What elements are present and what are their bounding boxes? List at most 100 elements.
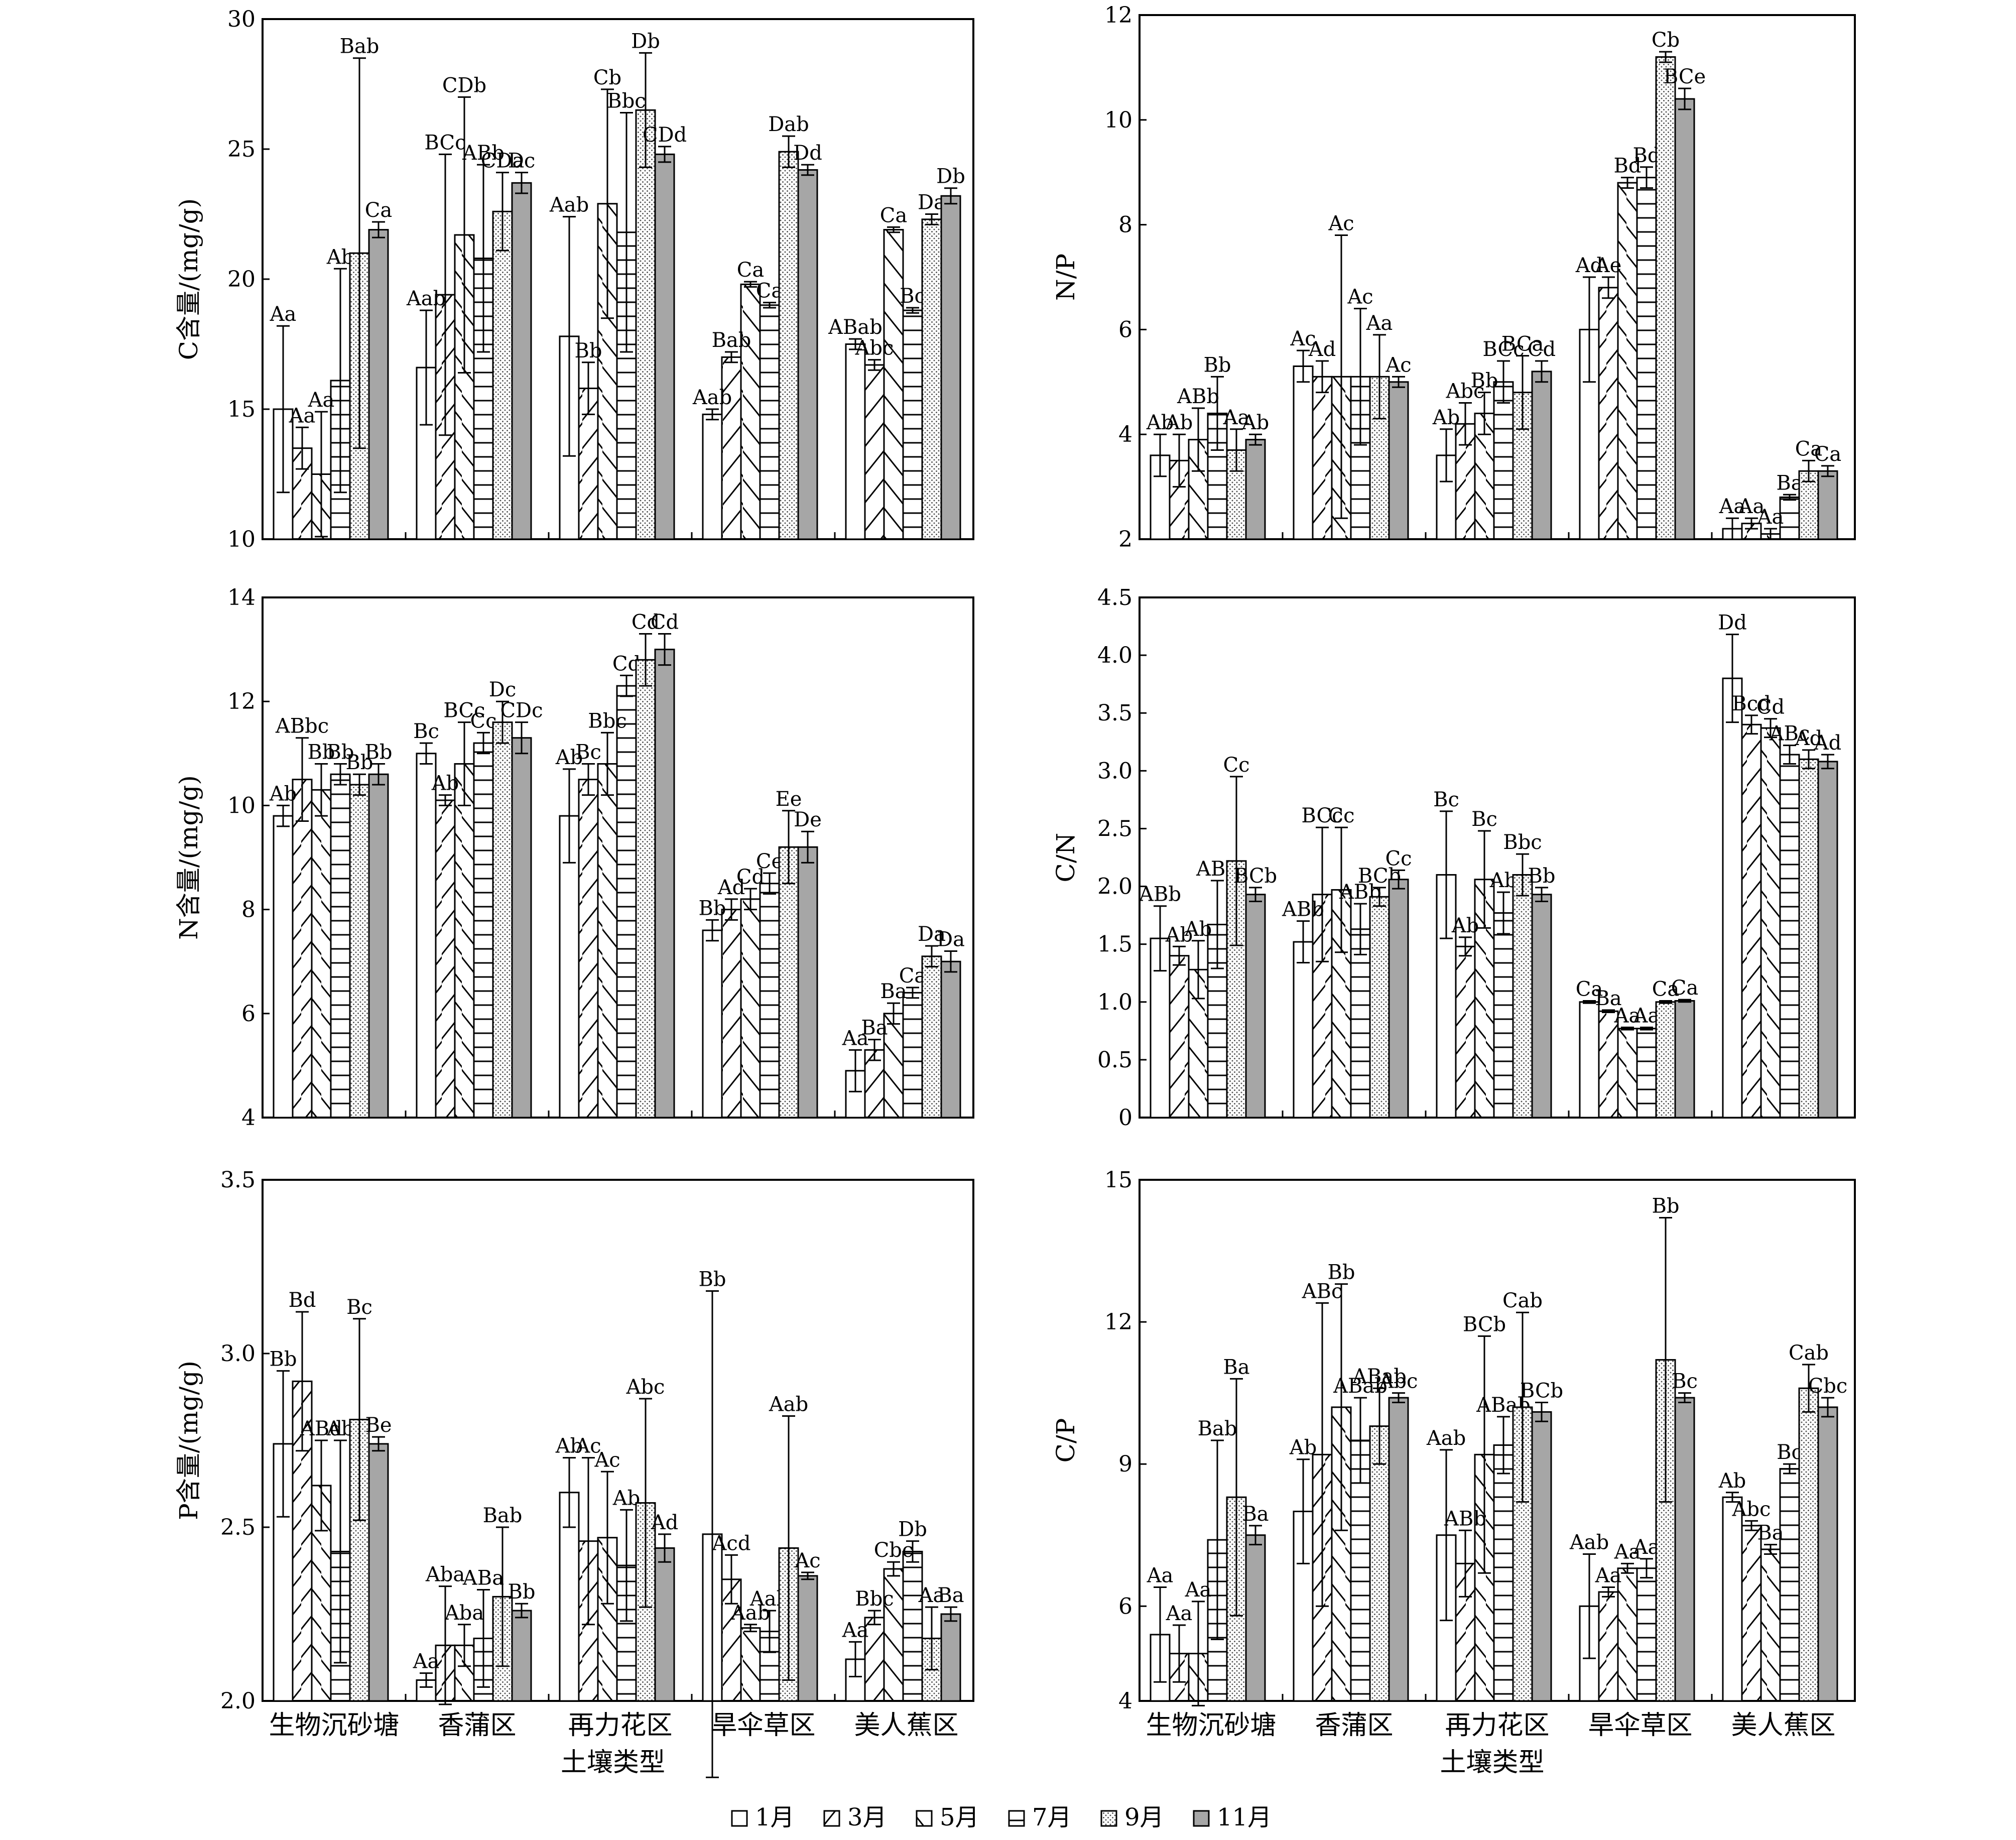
significance-letter: Bbc — [607, 89, 646, 112]
bar-1-4 — [702, 413, 723, 540]
bar-6-4 — [1674, 98, 1695, 540]
significance-letter: Ad — [1795, 727, 1823, 750]
significance-letter: Dd — [1718, 611, 1747, 635]
bar-6-3 — [1531, 894, 1552, 1119]
significance-letter: BCb — [1463, 1313, 1506, 1336]
y-tick-label: 0.5 — [1097, 1047, 1132, 1073]
x-category-label: 美人蕉区 — [854, 1710, 958, 1741]
significance-letter: CDd — [643, 124, 687, 147]
y-tick-label: 1.5 — [1097, 932, 1132, 957]
bar-3-5 — [883, 1013, 904, 1119]
y-tick-label: 4 — [1118, 422, 1132, 447]
significance-letter: Aa — [1633, 1004, 1660, 1027]
bar-4-5 — [1779, 496, 1800, 540]
chart-panel-2: 24681012N/PAbAcAbAdAaAbAdAbcAeAaABbAcBbB… — [1051, 3, 1856, 552]
significance-letter: Bb — [346, 751, 373, 774]
significance-letter: BCc — [1301, 804, 1343, 827]
bar-5-4 — [778, 151, 799, 540]
bar-6-2 — [511, 737, 532, 1119]
significance-letter: BCb — [1234, 865, 1277, 888]
significance-letter: Aa — [413, 1650, 440, 1673]
significance-letter: Bcd — [1732, 692, 1771, 715]
bar-1-2 — [1293, 365, 1314, 540]
significance-letter: Cb — [593, 66, 621, 89]
significance-letter: Cbc — [1808, 1375, 1848, 1398]
bar-3-3 — [597, 763, 618, 1119]
bar-3-4 — [740, 898, 761, 1119]
y-axis-label: N含量/(mg/g) — [174, 775, 203, 940]
significance-letter: Cd — [651, 611, 679, 634]
bar-4-2 — [1350, 928, 1371, 1119]
significance-letter: BCc — [1482, 338, 1524, 361]
bar-4-4 — [759, 883, 780, 1119]
significance-letter: Bab — [483, 1504, 523, 1527]
bar-5-5 — [921, 955, 942, 1119]
significance-letter: Ae — [1595, 254, 1622, 277]
significance-letter: Ee — [776, 788, 802, 811]
bar-4-3 — [616, 685, 637, 1119]
y-tick-label: 25 — [227, 137, 256, 162]
bar-4-5 — [902, 1550, 923, 1702]
significance-letter: ABd — [300, 1417, 342, 1440]
y-tick-label: 10 — [1104, 107, 1132, 133]
bar-1-1 — [273, 815, 294, 1119]
y-tick-label: 3.5 — [220, 1167, 256, 1193]
bar-5-3 — [1512, 874, 1533, 1119]
bar-1-2 — [1293, 941, 1314, 1119]
bar-5-5 — [921, 218, 942, 540]
significance-letter: Aab — [730, 1602, 770, 1625]
bar-3-3 — [1474, 1453, 1495, 1702]
significance-letter: Aa — [1738, 495, 1765, 518]
significance-letter: Bc — [1433, 788, 1459, 811]
x-axis-label: 土壤类型 — [561, 1748, 665, 1778]
significance-letter: Ca — [1576, 977, 1603, 1001]
significance-letter: Db — [898, 1518, 927, 1541]
significance-letter: Dab — [768, 113, 809, 136]
legend-item-1: 1月 — [731, 1803, 795, 1831]
bar-6-5 — [1817, 470, 1838, 540]
significance-letter: Aa — [1223, 406, 1250, 429]
bar-6-1 — [368, 773, 389, 1119]
x-category-label: 香蒲区 — [1315, 1710, 1393, 1741]
x-category-label: 旱伞草区 — [1588, 1710, 1692, 1741]
bar-4-5 — [1779, 1468, 1800, 1702]
bar-6-5 — [1817, 761, 1838, 1119]
significance-letter: Ad — [1308, 338, 1336, 361]
y-tick-label: 2.0 — [1097, 874, 1132, 900]
bar-5-2 — [492, 721, 513, 1119]
chart-panel-4: 00.51.01.52.02.53.03.54.04.5C/NABbABbBcC… — [1051, 585, 1856, 1131]
y-tick-label: 9 — [1118, 1451, 1132, 1477]
significance-letter: Ba — [1223, 1356, 1249, 1379]
bar-4-3 — [1493, 1444, 1514, 1702]
significance-letter: ABa — [462, 1567, 504, 1590]
significance-letter: Bb — [1328, 1261, 1355, 1284]
y-tick-label: 4.0 — [1097, 643, 1132, 668]
bar-6-1 — [368, 1443, 389, 1702]
y-tick-label: 8 — [1118, 212, 1132, 238]
bar-2-4 — [1598, 287, 1619, 540]
bar-5-2 — [492, 210, 513, 540]
bar-2-1 — [292, 779, 313, 1119]
significance-letter: Aa — [842, 1619, 869, 1642]
bar-1-5 — [1722, 677, 1743, 1119]
y-axis-label: P含量/(mg/g) — [174, 1361, 203, 1520]
y-tick-label: 4 — [1118, 1688, 1132, 1714]
bar-5-2 — [1369, 896, 1390, 1119]
significance-letter: Aab — [549, 194, 589, 217]
bar-2-2 — [1312, 376, 1333, 540]
significance-letter: Bb — [365, 741, 393, 764]
bar-1-5 — [845, 343, 866, 540]
y-tick-label: 14 — [227, 585, 256, 610]
bar-5-4 — [778, 846, 799, 1119]
significance-letter: Da — [918, 923, 946, 946]
significance-letter: Ca — [1671, 976, 1698, 1000]
significance-letter: Bb — [1204, 353, 1231, 377]
significance-letter: Be — [365, 1414, 392, 1437]
bar-6-5 — [940, 960, 961, 1119]
significance-letter: Ab — [1241, 411, 1270, 434]
y-tick-label: 12 — [227, 689, 256, 714]
bar-2-3 — [578, 779, 599, 1119]
legend-swatch-1 — [731, 1810, 748, 1827]
significance-letter: Bc — [1777, 1441, 1803, 1464]
